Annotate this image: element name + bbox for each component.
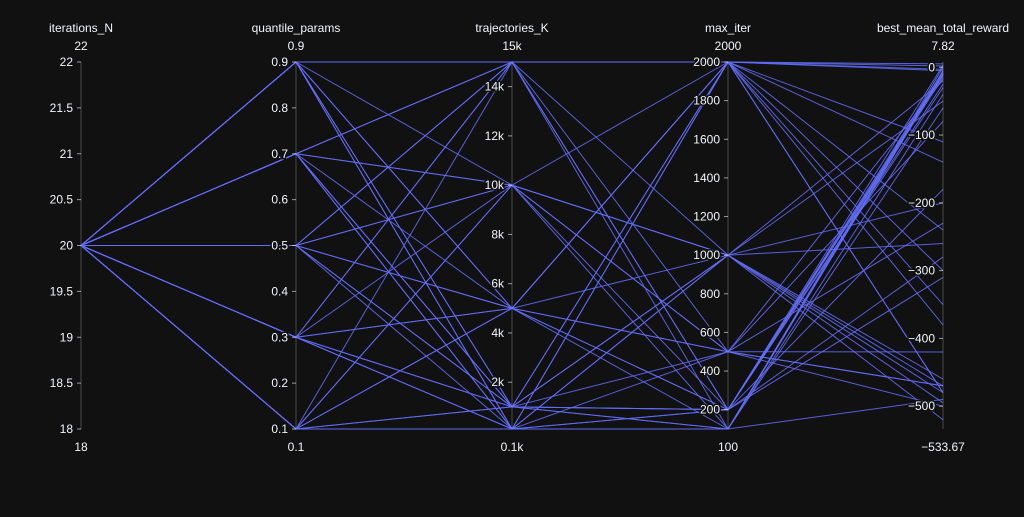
axis-range-min-label: −533.67	[921, 440, 965, 454]
tick-label: 8k	[491, 227, 505, 241]
tick-label: 0	[928, 60, 935, 74]
axis-title: best_mean_total_reward	[877, 21, 1009, 35]
tick-label: 0.1	[271, 422, 288, 436]
tick-label: 19.5	[50, 284, 74, 298]
tick-label: 0.9	[271, 55, 288, 69]
tick-label: 18.5	[50, 376, 74, 390]
tick-label: 1200	[693, 210, 720, 224]
tick-label: 600	[700, 325, 720, 339]
tick-label: 12k	[485, 129, 505, 143]
tick-label: 19	[60, 330, 74, 344]
tick-label: 2000	[693, 55, 720, 69]
tick-label: 20.5	[50, 193, 74, 207]
tick-label: 800	[700, 287, 720, 301]
tick-label: 0.4	[271, 284, 288, 298]
axis-title: trajectories_K	[475, 21, 548, 35]
axis-range-max-label: 0.9	[288, 39, 305, 53]
record-line-42	[81, 61, 944, 326]
tick-label: 1400	[693, 171, 720, 185]
tick-label: 21	[60, 147, 74, 161]
tick-label: 2k	[491, 375, 505, 389]
record-line-44	[80, 61, 944, 430]
tick-label: 0.5	[271, 239, 288, 253]
tick-label: 14k	[485, 80, 505, 94]
axis-range-min-label: 100	[718, 440, 738, 454]
tick-label: 400	[700, 364, 720, 378]
axis-title: iterations_N	[49, 21, 113, 35]
tick-label: 1800	[693, 94, 720, 108]
axis-range-max-label: 15k	[502, 39, 522, 53]
axis-trajectories_K[interactable]: trajectories_K 15k 0.1k 2k 4k 6k 8k 10k 12k 14k	[475, 21, 548, 454]
record-line-43	[80, 65, 944, 411]
axis-range-min-label: 0.1k	[501, 440, 525, 454]
tick-label: 20	[60, 239, 74, 253]
tick-label: −500	[908, 399, 935, 413]
tick-label: 4k	[491, 326, 505, 340]
axis-range-min-label: 0.1	[288, 440, 305, 454]
axis-title: quantile_params	[252, 21, 341, 35]
axis-title: max_iter	[705, 21, 751, 35]
tick-label: 1600	[693, 132, 720, 146]
tick-label: −300	[908, 264, 935, 278]
axis-range-max-label: 2000	[715, 39, 742, 53]
tick-label: 18	[60, 422, 74, 436]
tick-label: 0.7	[271, 147, 288, 161]
tick-label: 10k	[485, 178, 505, 192]
tick-label: −200	[908, 196, 935, 210]
axis-range-max-label: 22	[74, 39, 88, 53]
tick-label: −100	[908, 128, 935, 142]
axis-range-max-label: 7.82	[931, 39, 955, 53]
axis-max_iter[interactable]: max_iter 2000 100 200 400 600 800 1000 1200 1400 1…	[692, 21, 751, 454]
tick-label: 0.6	[271, 193, 288, 207]
tick-label: 21.5	[50, 101, 74, 115]
axis-best_mean_total_reward[interactable]: best_mean_total_reward 7.82 −533.67 −500 −40…	[877, 21, 1009, 454]
tick-label: 6k	[491, 277, 505, 291]
tick-label: 0.8	[271, 101, 288, 115]
polylines-layer	[80, 61, 944, 430]
tick-label: 200	[700, 403, 720, 417]
axis-range-min-label: 18	[74, 440, 88, 454]
tick-label: 22	[60, 55, 74, 69]
tick-label: 0.3	[271, 330, 288, 344]
tick-label: −400	[908, 331, 935, 345]
tick-label: 1000	[693, 248, 720, 262]
axis-quantile_params[interactable]: quantile_params 0.9 0.10.1 0.2 0.3 0.4 0.5 0.6 0…	[252, 21, 341, 454]
tick-label: 0.2	[271, 376, 288, 390]
